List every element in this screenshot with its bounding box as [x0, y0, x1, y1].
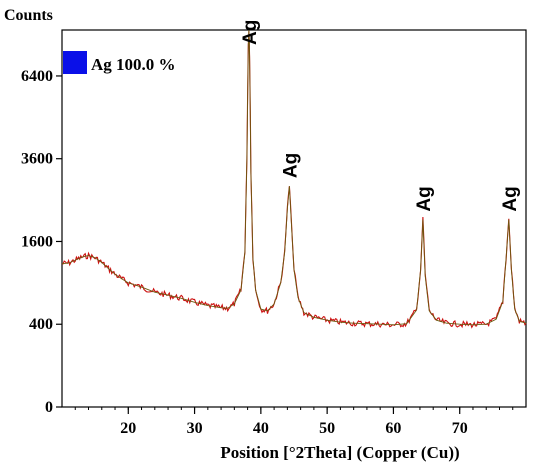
peak-label: Ag — [280, 153, 301, 178]
x-tick-label: 60 — [385, 420, 401, 437]
peak-label: Ag — [500, 186, 521, 211]
peak-label: Ag — [414, 186, 435, 211]
y-axis-title: Counts — [4, 7, 53, 24]
plot-frame — [61, 29, 527, 408]
x-tick-label: 40 — [253, 420, 269, 437]
x-tick-label: 70 — [452, 420, 468, 437]
annotations-layer: Ag Ag Ag Ag — [240, 20, 521, 212]
y-tick-label: 0 — [45, 399, 53, 416]
y-tick-label: 1600 — [21, 233, 53, 250]
legend-label: Ag 100.0 % — [91, 55, 176, 74]
x-axis-title: Position [°2Theta] (Copper (Cu)) — [220, 443, 459, 462]
y-tick-label: 6400 — [21, 68, 53, 85]
x-tick-label: 20 — [120, 420, 136, 437]
series-fit-line — [61, 29, 527, 326]
legend: Ag 100.0 % — [63, 51, 176, 74]
y-tick-label: 400 — [29, 316, 53, 333]
peak-label: Ag — [240, 20, 261, 45]
x-tick-label: 30 — [187, 420, 203, 437]
y-tick-label: 3600 — [21, 151, 53, 168]
x-tick-label: 50 — [319, 420, 335, 437]
series-layer — [61, 29, 527, 329]
series-line — [61, 30, 527, 329]
legend-swatch — [63, 51, 87, 74]
ticks-layer: 20 30 40 50 60 70 0 400 1600 3600 6400 — [21, 68, 514, 437]
